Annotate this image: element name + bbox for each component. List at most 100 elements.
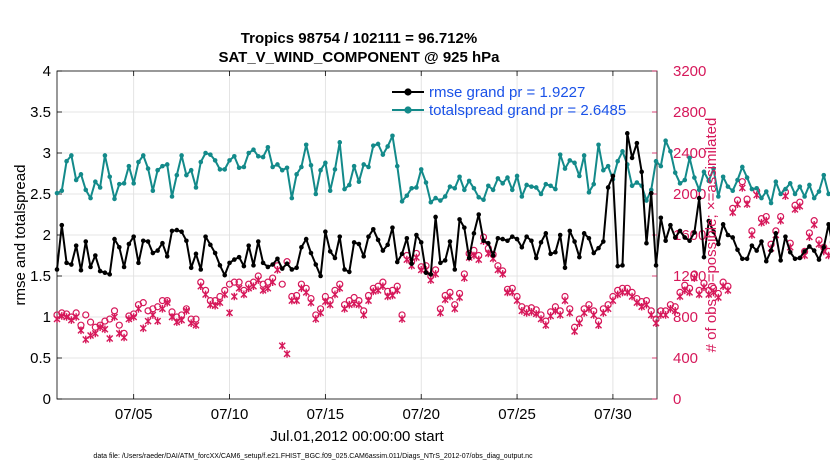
obs-assimilated-point xyxy=(729,208,737,217)
totalspread-point xyxy=(155,167,160,173)
totalspread-point xyxy=(385,144,390,149)
obs-assimilated-point xyxy=(379,282,387,291)
totalspread-point xyxy=(658,163,664,169)
obs-assimilated-point xyxy=(101,325,109,334)
obs-assimilated-point xyxy=(173,318,181,326)
totalspread-point xyxy=(222,167,228,172)
obs-assimilated-point xyxy=(436,309,444,317)
totalspread-point xyxy=(299,164,304,170)
rmse-point xyxy=(188,265,194,271)
rmse-point xyxy=(136,260,141,266)
totalspread-point xyxy=(811,195,817,201)
rmse-point xyxy=(620,263,625,268)
rmse-point xyxy=(303,236,309,242)
obs-assimilated-point xyxy=(211,301,219,310)
totalspread-point xyxy=(553,186,558,192)
y-left-tick-label: 1 xyxy=(43,309,51,326)
totalspread-point xyxy=(289,195,295,201)
rmse-point xyxy=(696,195,702,201)
totalspread-point xyxy=(136,159,141,165)
totalspread-point xyxy=(476,194,482,200)
footnote: data file: /Users/raeder/DAI/ATM_forcXX/… xyxy=(93,453,533,460)
totalspread-point xyxy=(802,194,807,199)
obs-assimilated-point xyxy=(134,305,142,313)
obs-possible-point xyxy=(278,280,286,288)
rmse-point xyxy=(145,239,151,244)
obs-assimilated-point xyxy=(599,309,607,317)
totalspread-point xyxy=(327,188,333,194)
totalspread-point xyxy=(567,158,573,163)
obs-assimilated-point xyxy=(638,302,646,311)
obs-assimilated-point xyxy=(810,220,818,229)
totalspread-point xyxy=(826,191,830,197)
rmse-point xyxy=(807,244,812,249)
totalspread-point xyxy=(323,160,328,166)
rmse-point xyxy=(543,231,549,236)
rmse-point xyxy=(433,214,438,220)
obs-assimilated-point xyxy=(508,288,516,297)
rmse-point xyxy=(385,242,390,248)
totalspread-point xyxy=(783,186,788,192)
chart-subtitle: SAT_V_WIND_COMPONENT @ 925 hPa xyxy=(218,49,500,66)
totalspread-point xyxy=(83,187,89,193)
rmse-point xyxy=(361,254,367,259)
totalspread-point xyxy=(390,133,395,139)
totalspread-point xyxy=(730,188,736,194)
rmse-point xyxy=(83,239,89,244)
totalspread-point xyxy=(486,183,491,189)
totalspread-point xyxy=(749,186,755,192)
rmse-point xyxy=(471,231,477,236)
obs-assimilated-point xyxy=(628,292,636,301)
y-left-tick-label: 3.5 xyxy=(30,104,51,121)
y-right-tick-label: 2400 xyxy=(673,145,706,162)
rmse-point xyxy=(692,230,697,235)
obs-assimilated-point xyxy=(321,297,329,306)
totalspread-point xyxy=(169,194,175,199)
totalspread-point xyxy=(514,173,520,179)
totalspread-point xyxy=(366,164,371,170)
rmse-point xyxy=(816,257,822,262)
totalspread-point xyxy=(145,166,151,171)
obs-assimilated-point xyxy=(230,292,238,301)
obs-assimilated-point xyxy=(369,287,377,296)
rmse-point xyxy=(318,273,323,279)
obs-assimilated-point xyxy=(87,331,95,340)
obs-assimilated-point xyxy=(825,251,830,260)
obs-assimilated-point xyxy=(537,315,545,323)
y-right-tick-label: 800 xyxy=(673,309,698,326)
totalspread-point xyxy=(351,163,357,169)
rmse-point xyxy=(462,225,467,230)
x-tick-label: 07/20 xyxy=(402,406,440,423)
totalspread-point xyxy=(227,158,232,163)
obs-possible-point xyxy=(115,321,123,329)
totalspread-point xyxy=(807,182,812,188)
obs-assimilated-point xyxy=(326,300,334,309)
obs-assimilated-point xyxy=(182,307,190,315)
obs-assimilated-point xyxy=(446,292,454,301)
obs-assimilated-point xyxy=(144,317,152,325)
rmse-point xyxy=(567,228,573,234)
rmse-point xyxy=(711,229,716,235)
obs-assimilated-point xyxy=(283,350,291,358)
obs-assimilated-point xyxy=(427,276,435,284)
chart-title: Tropics 98754 / 102111 = 96.712% xyxy=(241,30,477,47)
obs-assimilated-point xyxy=(254,276,262,284)
totalspread-point xyxy=(73,177,79,183)
totalspread-point xyxy=(69,153,74,158)
rmse-point xyxy=(270,262,275,267)
totalspread-point xyxy=(605,163,611,169)
rmse-point xyxy=(466,255,472,261)
totalspread-point xyxy=(112,196,117,202)
totalspread-point xyxy=(88,195,93,201)
obs-assimilated-point xyxy=(336,284,344,293)
totalspread-point xyxy=(260,154,266,160)
totalspread-point xyxy=(529,184,534,189)
rmse-point xyxy=(572,239,577,244)
rmse-point xyxy=(596,245,601,251)
rmse-point xyxy=(524,234,529,239)
obs-assimilated-point xyxy=(805,233,813,241)
totalspread-point xyxy=(174,172,180,178)
rmse-point xyxy=(826,222,830,227)
y-left-tick-label: 2.5 xyxy=(30,186,51,203)
